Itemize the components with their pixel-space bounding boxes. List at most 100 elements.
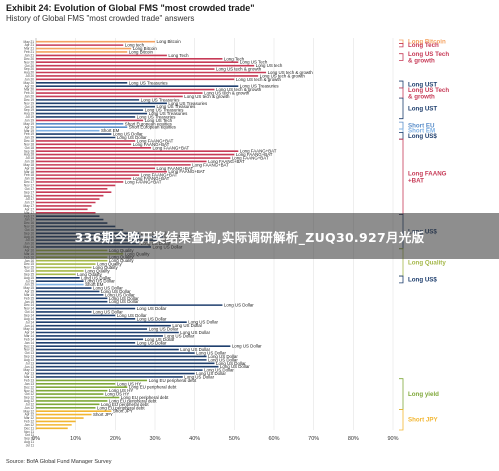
bar-label: Long US Dollar bbox=[220, 364, 250, 369]
date-label: Mar 17 bbox=[24, 211, 34, 215]
bar-label: Long US Dollar bbox=[93, 309, 123, 314]
bar-label: Long US Dollar bbox=[172, 323, 202, 328]
legend-label: Long US$ bbox=[408, 276, 437, 283]
bar-label: Long US Dollar bbox=[180, 347, 210, 352]
date-label: Aug 19 bbox=[24, 112, 34, 116]
date-label: Dec 14 bbox=[24, 303, 34, 307]
bar-label: Long US tech & growth bbox=[184, 94, 230, 99]
date-label: Mar 15 bbox=[24, 293, 34, 297]
bar-label: Long US Dollar bbox=[137, 316, 167, 321]
legend-label: Short EM bbox=[408, 128, 435, 135]
date-label: Dec 18 bbox=[24, 139, 34, 143]
legend-label: Short EU bbox=[408, 123, 435, 130]
date-label: May 14 bbox=[24, 327, 35, 331]
date-label: Aug 17 bbox=[24, 194, 34, 198]
date-label: Nov 11 bbox=[24, 430, 34, 434]
date-label: Jun 19 bbox=[24, 118, 34, 122]
bar-label: Long US Dollar bbox=[109, 296, 139, 301]
date-label: Nov 17 bbox=[24, 183, 34, 187]
bar-label: Long Tech bbox=[224, 56, 245, 61]
bar-label: Long US HY bbox=[105, 392, 129, 397]
date-label: Aug 14 bbox=[24, 317, 34, 321]
date-label: Sep 15 bbox=[24, 272, 34, 276]
bar-label: Long FAANG+BAT bbox=[133, 142, 170, 147]
bar-label: Short EM bbox=[101, 128, 120, 133]
legend-bracket bbox=[399, 128, 404, 133]
bar-label: Long US Tech bbox=[145, 118, 173, 123]
date-label: Feb 18 bbox=[24, 173, 34, 177]
overlay-banner: 336期今晚开奖结果查询,实际调研解析_ZUQ30.927月光版 bbox=[0, 213, 499, 259]
bar-label: Long US Dollar bbox=[109, 299, 139, 304]
date-label: Mar 18 bbox=[24, 170, 34, 174]
legend-bracket bbox=[399, 87, 404, 99]
date-label: Dec 13 bbox=[24, 344, 34, 348]
legend-bracket bbox=[399, 378, 404, 410]
bar-label: Long EU peripheral debt bbox=[109, 398, 157, 403]
legend-label: Long Bitcoin bbox=[408, 39, 446, 46]
date-label: Dec 11 bbox=[24, 426, 34, 430]
bar-label: Long FAANG+BAT bbox=[141, 173, 178, 178]
bar-label: Long US Dollar bbox=[196, 351, 226, 356]
date-label: Sep 17 bbox=[24, 190, 34, 194]
bar-label: Long FAANG+BAT bbox=[168, 169, 205, 174]
date-label: Jun 20 bbox=[24, 77, 34, 81]
bar-label: Long FAANG+BAT bbox=[153, 145, 190, 150]
date-label: Jan 16 bbox=[24, 259, 34, 263]
bar-label: Long FAANG+BAT bbox=[137, 138, 174, 143]
x-tick-label: 60% bbox=[268, 436, 279, 442]
date-label: Apr 18 bbox=[25, 166, 35, 170]
bar-label: Long US Dollar bbox=[85, 279, 115, 284]
bar-label: Short EM bbox=[85, 282, 104, 287]
date-label: May 12 bbox=[24, 409, 35, 413]
date-label: May 13 bbox=[24, 368, 35, 372]
bar-label: Long US Dollar bbox=[216, 361, 246, 366]
bar-label: Long US Treasuries bbox=[145, 108, 185, 113]
date-label: May 21 bbox=[24, 40, 35, 44]
date-label: Sep 20 bbox=[24, 67, 34, 71]
date-label: Jul 15 bbox=[25, 279, 34, 283]
legend-bracket bbox=[399, 43, 404, 48]
legend-bracket bbox=[399, 80, 404, 89]
legend-bracket bbox=[399, 131, 404, 140]
bar-label: Short JPY bbox=[93, 412, 113, 417]
bar-label: Long US Treasuries bbox=[157, 104, 197, 109]
date-label: Dec 15 bbox=[24, 262, 34, 266]
date-label: Aug 12 bbox=[24, 399, 34, 403]
bar-label: Long FAANG+BAT bbox=[208, 159, 245, 164]
date-label: Dec 19 bbox=[24, 98, 34, 102]
date-label: Nov 12 bbox=[24, 389, 34, 393]
bar-label: Long US tech & growth bbox=[236, 77, 282, 82]
date-label: Mar 12 bbox=[24, 416, 34, 420]
bar-label: Long FAANG+BAT bbox=[236, 152, 273, 157]
date-label: Jan 13 bbox=[24, 382, 34, 386]
x-tick-label: 30% bbox=[149, 436, 160, 442]
chart-title: Exhibit 24: Evolution of Global FMS "mos… bbox=[6, 3, 255, 13]
bar-label: Long US Dollar bbox=[224, 303, 254, 308]
bar-label: Long US Dollar bbox=[196, 371, 226, 376]
date-label: May 17 bbox=[24, 204, 35, 208]
date-label: Apr 20 bbox=[25, 84, 35, 88]
date-label: Oct 15 bbox=[25, 269, 35, 273]
legend-label: Long yield bbox=[408, 391, 439, 398]
bar-label: Long US tech bbox=[256, 63, 283, 68]
chart-subtitle: History of Global FMS "most crowded trad… bbox=[6, 14, 195, 23]
bar-label: Long EU peripheral debt bbox=[129, 385, 177, 390]
bar-label: Long US tech & growth bbox=[260, 73, 306, 78]
bar-label: Long US Dollar bbox=[117, 135, 147, 140]
date-label: Jul 19 bbox=[25, 115, 34, 119]
date-label: May 18 bbox=[24, 163, 35, 167]
legend-bracket bbox=[399, 53, 404, 61]
bar-label: Long FAANG+BAT bbox=[232, 156, 269, 161]
bar-label: Long US Treasuries bbox=[137, 114, 177, 119]
date-label: Oct 17 bbox=[25, 187, 35, 191]
legend-label: Short JPY bbox=[408, 417, 438, 424]
date-label: Jul 13 bbox=[25, 361, 34, 365]
date-label: Jan 20 bbox=[24, 95, 34, 99]
bar-label: Long US Dollar bbox=[164, 333, 194, 338]
bar-label: Long FAANG+BAT bbox=[240, 149, 277, 154]
date-label: May 20 bbox=[24, 81, 35, 85]
bar-label: Long US Dollar bbox=[93, 286, 123, 291]
date-label: Jun 17 bbox=[24, 201, 34, 205]
date-label: Aug 18 bbox=[24, 153, 34, 157]
bar-label: Long US Dollar bbox=[208, 354, 238, 359]
